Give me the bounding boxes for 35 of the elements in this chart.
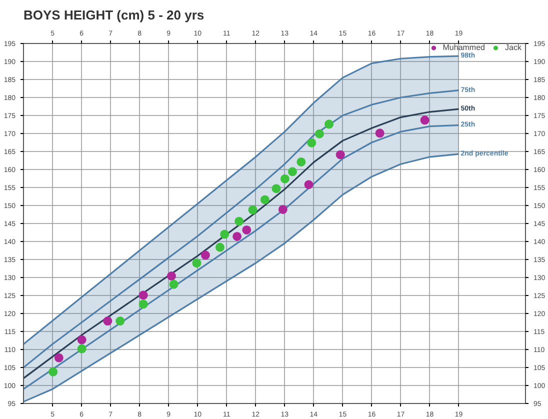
point (242, 225, 252, 234)
point (307, 138, 316, 148)
line-series (24, 55, 460, 345)
point (200, 250, 210, 260)
point (77, 335, 86, 344)
point (54, 353, 64, 362)
point (169, 280, 178, 289)
point (138, 290, 148, 300)
point (278, 204, 288, 214)
point (220, 230, 230, 239)
point (260, 195, 270, 204)
point (116, 316, 125, 326)
point (166, 272, 176, 281)
point (336, 150, 345, 160)
legend-label: Jack (505, 43, 522, 52)
point (420, 116, 430, 125)
chart-title: BOYS HEIGHT (cm) 5 - 20 yrs (24, 8, 204, 22)
point (192, 258, 202, 268)
point (232, 232, 242, 241)
point (103, 316, 112, 326)
point (234, 216, 244, 226)
point (248, 205, 258, 214)
point (77, 344, 86, 354)
point (314, 129, 324, 138)
point (304, 180, 314, 190)
point (215, 242, 224, 252)
point (280, 174, 290, 184)
point (324, 120, 334, 129)
point (138, 300, 148, 309)
point (288, 167, 297, 176)
point (296, 157, 306, 166)
point (375, 128, 384, 138)
point (272, 184, 281, 194)
legend-label: Muhammed (442, 43, 485, 52)
point (48, 367, 58, 376)
